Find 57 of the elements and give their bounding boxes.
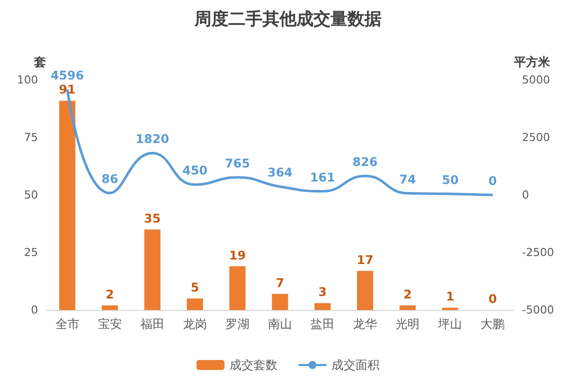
data-label: 5 (190, 280, 200, 294)
bar (357, 270, 374, 310)
y-tick-label: 100 (17, 74, 38, 86)
data-label: 1 (446, 290, 454, 304)
data-label: 765 (224, 156, 250, 170)
bar (400, 305, 416, 310)
x-tick-label: 龙岗 (182, 317, 207, 331)
data-label: 161 (310, 170, 336, 184)
bar (186, 298, 203, 310)
x-tick-label: 光明 (396, 317, 420, 331)
data-label: 3 (318, 285, 327, 300)
data-label: 826 (352, 155, 378, 169)
data-label: 4596 (50, 68, 84, 82)
bar (59, 100, 76, 310)
chart-title: 周度二手其他成交量数据 (194, 10, 382, 30)
y-tick-label: 75 (24, 131, 38, 144)
data-label: 91 (58, 82, 76, 97)
legend-label: 成交面积 (332, 358, 380, 372)
x-tick-label: 坪山 (437, 317, 462, 331)
y2-tick-label: 0 (522, 188, 529, 202)
y-tick-label: 50 (24, 188, 38, 202)
data-label: 19 (229, 248, 246, 262)
y2-tick-label: 5000 (522, 74, 550, 86)
x-tick-label: 福田 (140, 317, 164, 331)
y2-tick-label: -2500 (522, 246, 554, 259)
y2-tick-label: 2500 (522, 131, 550, 144)
x-tick-label: 龙华 (353, 317, 378, 331)
x-tick-label: 南山 (268, 317, 292, 331)
x-tick-label: 宝安 (98, 317, 122, 331)
bar (102, 305, 118, 310)
x-tick-label: 罗湖 (225, 317, 250, 331)
y2-tick-label: -5000 (522, 304, 554, 316)
bar (272, 294, 288, 310)
legend-label: 成交套数 (230, 358, 278, 372)
y-axis-title: 套 (33, 55, 46, 69)
data-label: 0 (488, 174, 497, 188)
data-label: 74 (399, 172, 416, 186)
bar (229, 266, 246, 310)
x-tick-label: 盐田 (310, 317, 335, 331)
data-label: 86 (101, 172, 118, 186)
data-label: 7 (276, 276, 284, 290)
x-tick-label: 全市 (55, 317, 80, 331)
x-tick-label: 大鹏 (480, 317, 505, 331)
data-label: 35 (144, 212, 161, 226)
data-label: 450 (182, 164, 208, 178)
data-label: 1820 (136, 132, 170, 146)
y-tick-label: 0 (31, 304, 38, 316)
data-label: 2 (403, 287, 412, 302)
data-label: 50 (442, 172, 459, 187)
bar (314, 303, 331, 310)
data-label: 2 (106, 287, 114, 302)
data-label: 17 (356, 252, 374, 267)
y2-axis-title: 平方米 (513, 55, 551, 69)
bar (144, 230, 160, 310)
data-label: 364 (267, 166, 293, 180)
data-label: 0 (488, 292, 497, 306)
y-tick-label: 25 (24, 246, 38, 259)
